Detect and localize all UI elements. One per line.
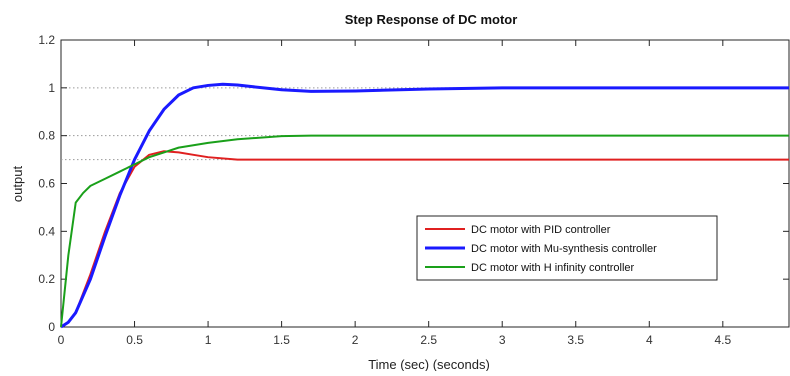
- y-tick-label-4: 0.8: [38, 129, 55, 143]
- x-tick-label-0: 0: [58, 333, 65, 347]
- y-tick-label-0: 0: [48, 320, 55, 334]
- x-tick-label-5: 2.5: [420, 333, 437, 347]
- y-tick-label-3: 0.6: [38, 177, 55, 191]
- chart-title: Step Response of DC motor: [345, 12, 518, 27]
- plot-area: 0 0.2 0.4 0.6 0.8 1 1.2 0 0.5 1 1.5 2 2.5 3 3.5 4 4.5 DC …: [38, 33, 790, 347]
- legend-box: [416, 215, 718, 281]
- legend-label-0: DC motor with PID controller: [471, 224, 611, 236]
- x-tick-label-1: 0.5: [126, 333, 143, 347]
- x-tick-label-6: 3: [499, 333, 506, 347]
- x-tick-label-9: 4.5: [714, 333, 731, 347]
- plot-frame: [60, 39, 790, 328]
- x-axis-label: Time (sec) (seconds): [368, 357, 490, 371]
- y-tick-label-5: 1: [48, 81, 55, 95]
- y-tick-label-6: 1.2: [38, 33, 55, 47]
- legend-label-1: DC motor with Mu-synthesis controller: [471, 243, 657, 255]
- x-tick-label-7: 3.5: [567, 333, 584, 347]
- x-tick-label-3: 1.5: [273, 333, 290, 347]
- x-tick-label-2: 1: [205, 333, 212, 347]
- x-tick-label-4: 2: [352, 333, 359, 347]
- x-tick-label-8: 4: [646, 333, 653, 347]
- y-tick-label-1: 0.2: [38, 272, 55, 286]
- y-tick-label-2: 0.4: [38, 224, 55, 238]
- series-line-1: [60, 82, 789, 329]
- legend-label-2: DC motor with H infinity controller: [471, 262, 635, 274]
- series-line-2: [60, 134, 789, 328]
- y-axis-label: output: [10, 166, 25, 203]
- series-line-0: [60, 150, 789, 328]
